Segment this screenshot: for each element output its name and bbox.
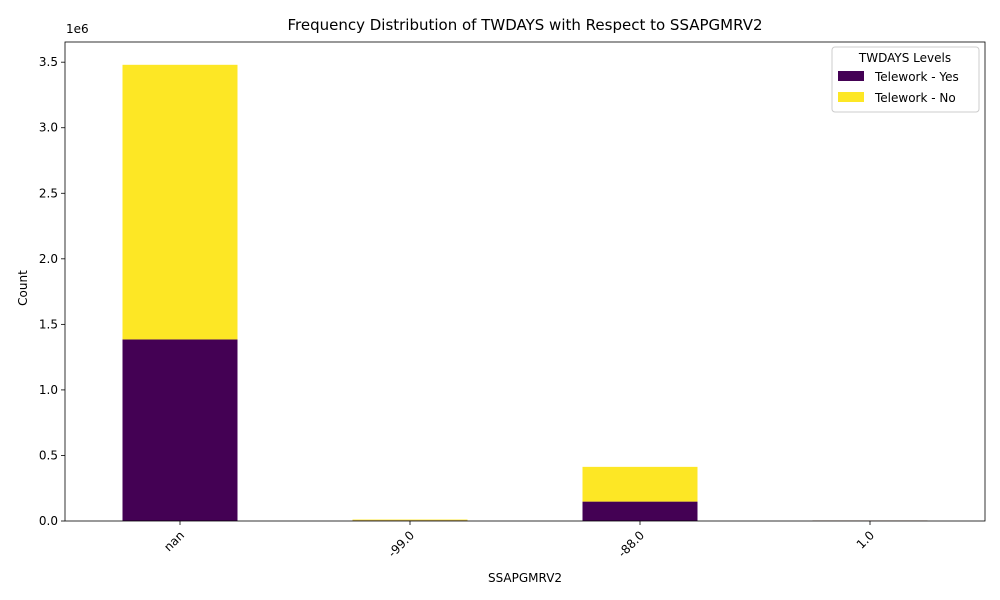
y-tick-label: 2.0 [39,252,58,266]
y-tick-label: 1.5 [39,317,58,331]
x-tick-label: -88.0 [615,528,647,560]
y-axis-offset-label: 1e6 [66,22,89,36]
legend-swatch-telework-no [838,92,864,102]
plot-frame [64,41,986,522]
x-axis: nan -99.0 -88.0 1.0 [161,521,877,560]
bar-telework-yes-2 [582,501,698,521]
x-axis-label: SSAPGMRV2 [488,571,562,585]
x-tick-label: -99.0 [385,528,417,560]
legend-label-telework-no: Telework - No [874,91,956,105]
bar-telework-yes-0 [122,339,238,521]
bar-telework-no-1 [352,519,468,521]
y-tick-label: 0.5 [39,448,58,462]
y-tick-label: 1.0 [39,383,58,397]
chart-title: Frequency Distribution of TWDAYS with Re… [287,16,762,34]
legend: TWDAYS Levels Telework - Yes Telework - … [831,46,980,113]
y-tick-label: 3.5 [39,55,58,69]
x-tick-label: nan [161,528,187,554]
x-tick-label: 1.0 [854,528,877,551]
legend-label-telework-yes: Telework - Yes [874,70,959,84]
y-tick-label: 3.0 [39,121,58,135]
legend-title: TWDAYS Levels [858,51,951,65]
legend-swatch-telework-yes [838,71,864,81]
y-tick-label: 2.5 [39,186,58,200]
bar-telework-no-0 [122,64,238,340]
bar-telework-no-2 [582,466,698,502]
legend-box [831,46,980,113]
y-axis: 0.0 0.5 1.0 1.5 2.0 2.5 3.0 3.5 [39,55,65,528]
y-tick-label: 0.0 [39,514,58,528]
y-axis-label: Count [16,270,30,306]
bars-layer [122,64,928,521]
